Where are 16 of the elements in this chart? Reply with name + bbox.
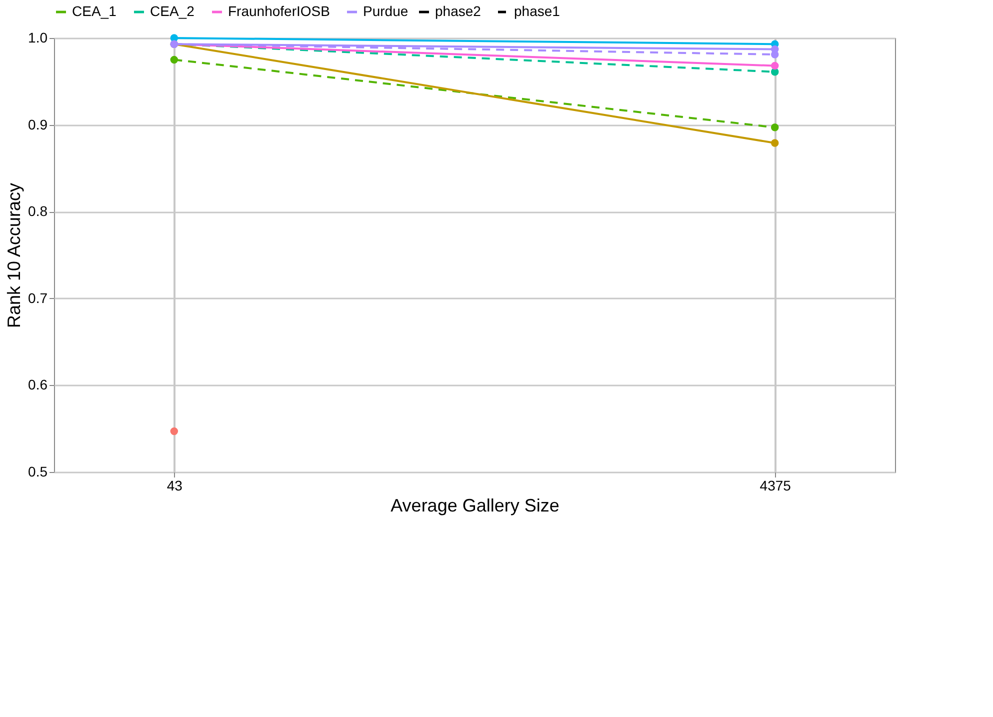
y-tick-label: 0.5 — [28, 464, 48, 480]
legend-label: Purdue — [363, 3, 408, 19]
y-tick-label: 0.7 — [28, 290, 48, 306]
x-tick-label: 4375 — [760, 478, 792, 494]
y-axis-title: Rank 10 Accuracy — [4, 182, 24, 328]
y-tick-label: 0.8 — [28, 203, 48, 220]
x-tick-label: 43 — [166, 478, 183, 494]
y-tick-label: 1.0 — [28, 30, 48, 46]
y-tick-label: 0.6 — [28, 376, 48, 393]
y-tick-label: 0.9 — [28, 116, 48, 132]
text: phase1 — [514, 3, 560, 19]
text: phase2 — [435, 3, 482, 19]
legend-label: CEA_1 — [72, 3, 117, 19]
legend-label: CEA_2 — [150, 3, 195, 19]
legend-label: FraunhoferIOSB — [228, 3, 330, 19]
x-axis-title: Average Gallery Size — [390, 496, 560, 516]
